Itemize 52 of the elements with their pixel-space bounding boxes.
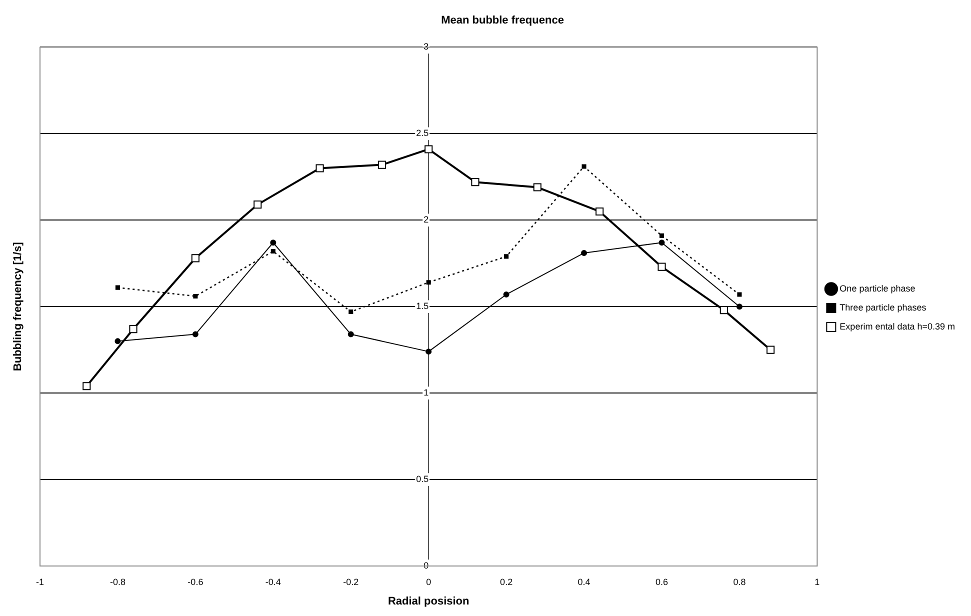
point — [471, 178, 480, 186]
point — [114, 338, 121, 344]
x-tick-label: 1 — [814, 576, 820, 587]
point — [736, 304, 742, 310]
x-tick-label: -0.2 — [343, 576, 359, 587]
point — [193, 294, 198, 298]
point — [720, 306, 728, 314]
point — [270, 248, 276, 254]
x-tick-label: -1 — [36, 576, 44, 587]
y-tick-label: 1.5 — [416, 301, 429, 312]
point — [348, 310, 354, 314]
y-axis-title: Bubbling frequency [1/s] — [12, 242, 24, 372]
x-tick-label: 0.6 — [655, 576, 668, 587]
point — [129, 325, 138, 334]
point — [426, 280, 431, 285]
legend-label: Three particle phases — [840, 302, 927, 312]
point — [503, 291, 510, 298]
x-axis-title: Radial posision — [388, 595, 470, 608]
legend-label: One particle phase — [840, 283, 916, 294]
x-tick-label: 0.8 — [733, 576, 746, 587]
point — [658, 240, 665, 246]
x-tick-label: -0.6 — [188, 576, 204, 587]
point — [766, 346, 775, 354]
x-tick-label: 0.4 — [578, 576, 590, 587]
point — [658, 262, 666, 271]
point — [192, 331, 198, 338]
point — [533, 183, 542, 192]
legend-label: Experim ental data h=0.39 m — [840, 321, 956, 332]
point — [270, 240, 276, 246]
x-tick-label: 0.2 — [500, 576, 513, 587]
point — [596, 207, 604, 216]
y-tick-label: 2 — [424, 214, 429, 225]
point — [426, 348, 432, 355]
point — [115, 285, 120, 290]
point — [348, 331, 354, 338]
point — [316, 164, 324, 172]
point — [737, 292, 742, 297]
y-tick-label: 1 — [424, 388, 429, 398]
x-tick-label: -0.8 — [110, 576, 126, 587]
point — [581, 250, 588, 256]
chart-title: Mean bubble frequence — [441, 14, 564, 27]
point — [659, 233, 664, 238]
y-tick-label: 0.5 — [416, 474, 429, 484]
point — [504, 254, 509, 259]
point — [378, 160, 386, 169]
point — [191, 254, 200, 262]
y-tick-label: 2.5 — [416, 128, 429, 138]
point — [254, 200, 262, 209]
x-tick-label: -0.4 — [265, 576, 281, 587]
point — [582, 164, 586, 169]
point — [82, 382, 91, 390]
point — [424, 145, 433, 154]
